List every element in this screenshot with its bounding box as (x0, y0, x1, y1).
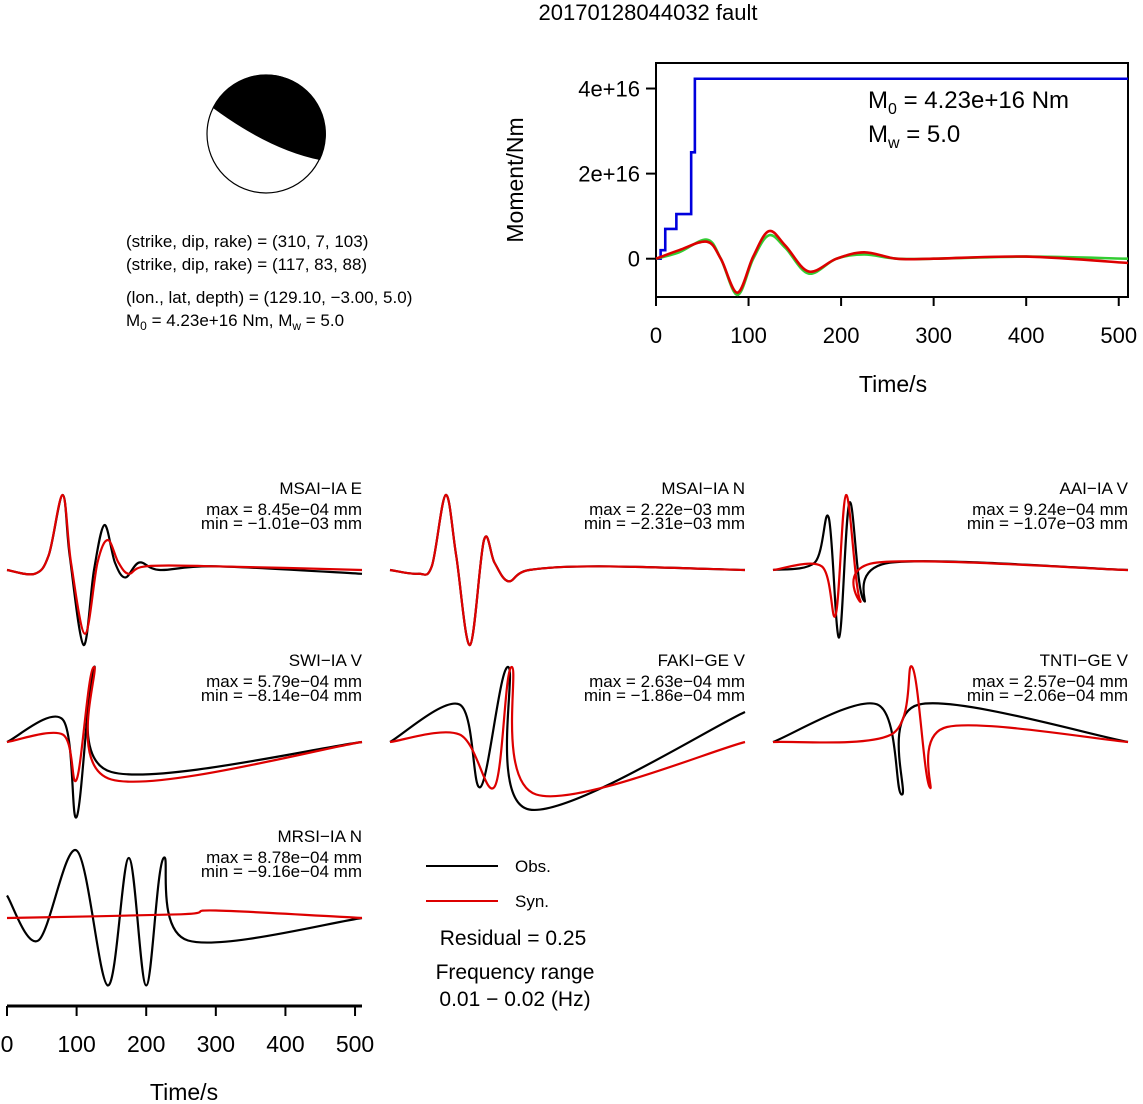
stf-x-tick-label: 500 (1100, 323, 1137, 348)
waveform-x-axis-label: Time/s (150, 1079, 218, 1104)
synthetic-trace (772, 665, 1129, 790)
observed-trace (6, 849, 363, 987)
station-min: min = −1.01e−03 mm (201, 514, 362, 533)
stf-x-tick-label: 100 (730, 323, 767, 348)
waveform-x-tick-label: 300 (197, 1031, 235, 1057)
synthetic-trace (6, 909, 363, 920)
station-max: max = 5.79e−04 mm (206, 672, 362, 691)
station-max: max = 8.45e−04 mm (206, 500, 362, 519)
station-name: MSAI−IA N (661, 479, 745, 498)
station-max: max = 9.24e−04 mm (972, 500, 1128, 519)
synthetic-trace (389, 665, 746, 798)
synthetic-trace (772, 493, 1129, 618)
station-name: SWI−IA V (289, 651, 363, 670)
legend-obs-label: Obs. (515, 857, 551, 876)
stf-y-axis: 0 2e+16 4e+16 (578, 77, 656, 272)
synthetic-trace (6, 493, 363, 635)
stf-rate-red-line (655, 229, 1129, 294)
stf-mw-annotation: Mw = 5.0 (868, 121, 960, 152)
station-max: max = 2.63e−04 mm (589, 672, 745, 691)
residual-text: Residual = 0.25 (440, 927, 587, 950)
station-name: MRSI−IA N (277, 827, 362, 846)
observed-trace (389, 665, 746, 811)
stf-x-tick-label: 0 (650, 323, 662, 348)
nodal-plane-2: (strike, dip, rake) = (117, 83, 88) (126, 255, 367, 274)
station-max: max = 2.57e−04 mm (972, 672, 1128, 691)
stf-x-axis: 0 100 200 300 400 500 (650, 297, 1137, 348)
stf-y-axis-label: Moment/Nm (502, 117, 528, 242)
waveform-time-axis: Time/s 0 100 200 300 400 500 (1, 1004, 374, 1104)
page-title: 20170128044032 fault (539, 0, 758, 25)
station-max: max = 2.22e−03 mm (589, 500, 745, 519)
synthetic-trace (6, 665, 363, 783)
waveform-x-tick-label: 0 (1, 1031, 14, 1057)
station-max: max = 8.78e−04 mm (206, 848, 362, 867)
station-name: FAKI−GE V (658, 651, 746, 670)
stf-x-tick-label: 400 (1008, 323, 1045, 348)
frequency-range-title: Frequency range (436, 961, 595, 984)
waveform-x-tick-label: 400 (266, 1031, 304, 1057)
waveform-x-tick-label: 200 (127, 1031, 165, 1057)
stf-rate-green-line (655, 233, 1129, 297)
stf-x-tick-label: 200 (823, 323, 860, 348)
stf-cumulative-moment-line (656, 77, 1128, 261)
stf-m0-annotation: M0 = 4.23e+16 Nm (868, 87, 1069, 118)
legend-syn-label: Syn. (515, 892, 549, 911)
stf-plot-frame (655, 62, 1129, 298)
frequency-range-value: 0.01 − 0.02 (Hz) (439, 988, 590, 1011)
stf-series (655, 77, 1129, 297)
stf-y-tick-label: 0 (628, 247, 640, 272)
moment-magnitude-text: M0 = 4.23e+16 Nm, Mw = 5.0 (126, 311, 344, 333)
waveform-x-tick-label: 500 (336, 1031, 374, 1057)
stf-y-tick-label: 4e+16 (578, 77, 640, 102)
synthetic-trace (389, 493, 746, 647)
station-name: TNTI−GE V (1040, 651, 1129, 670)
stf-x-tick-label: 300 (915, 323, 952, 348)
waveform-x-tick-label: 100 (57, 1031, 95, 1057)
station-min: min = −9.16e−04 mm (201, 862, 362, 881)
station-min: min = −1.86e−04 mm (584, 686, 745, 705)
station-min: min = −8.14e−04 mm (201, 686, 362, 705)
beachball-compressional-quadrant (213, 74, 326, 160)
station-min: min = −1.07e−03 mm (967, 514, 1128, 533)
station-min: min = −2.06e−04 mm (967, 686, 1128, 705)
stf-y-tick-label: 2e+16 (578, 162, 640, 187)
nodal-plane-1: (strike, dip, rake) = (310, 7, 103) (126, 232, 368, 251)
station-min: min = −2.31e−03 mm (584, 514, 745, 533)
source-location: (lon., lat, depth) = (129.10, −3.00, 5.0… (126, 288, 412, 307)
observed-trace (772, 702, 1129, 796)
stf-x-axis-label: Time/s (859, 371, 927, 397)
focal-mechanism-beachball (206, 74, 326, 194)
moment-time-panel: 0 2e+16 4e+16 0 100 200 300 400 500 Moment/Nm T… (502, 62, 1137, 397)
station-name: MSAI−IA E (279, 479, 362, 498)
station-name: AAI−IA V (1059, 479, 1128, 498)
legend: Obs. Syn. Residual = 0.25 Frequency rang… (426, 857, 594, 1011)
